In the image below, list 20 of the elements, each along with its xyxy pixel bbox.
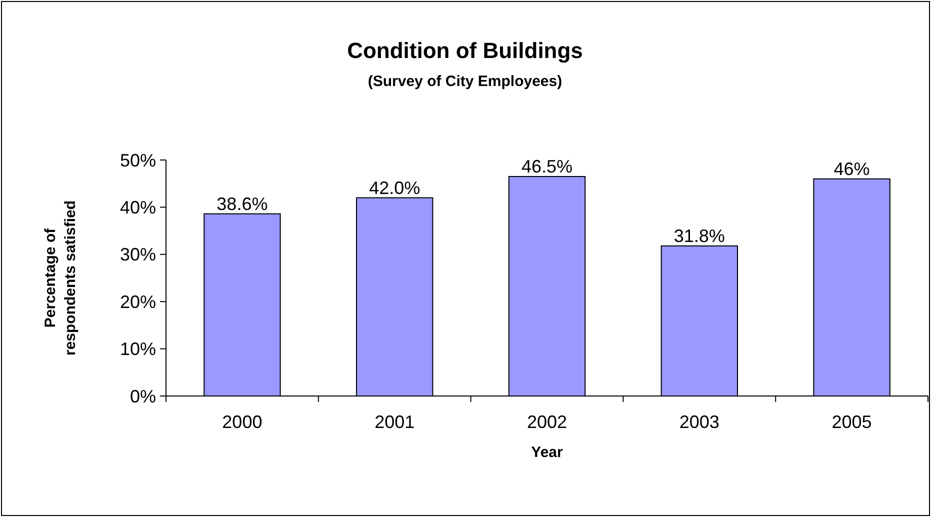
y-tick-label: 30% xyxy=(120,244,156,265)
y-tick-label: 0% xyxy=(130,386,156,406)
x-tick-label: 2000 xyxy=(222,412,262,432)
y-tick-label: 40% xyxy=(120,198,156,218)
y-axis-title: Percentage of respondents satisfied xyxy=(42,200,79,356)
x-tick-label: 2005 xyxy=(832,412,872,432)
y-tick-label: 50% xyxy=(120,150,156,170)
data-label: 38.6% xyxy=(216,194,268,214)
x-axis-title: Year xyxy=(531,444,564,461)
data-label: 31.8% xyxy=(674,226,725,246)
data-label: 46.5% xyxy=(521,156,573,177)
x-tick-label: 2003 xyxy=(679,412,720,432)
data-label: 46% xyxy=(834,158,870,179)
x-tick-label: 2001 xyxy=(374,412,415,432)
y-tick-label: 10% xyxy=(120,339,156,360)
y-tick-label: 20% xyxy=(120,292,156,312)
x-tick-label: 2002 xyxy=(526,412,568,432)
data-label: 42.0% xyxy=(369,178,420,198)
chart-subtitle: (Survey of City Employees) xyxy=(368,73,562,90)
chart-title: Condition of Buildings xyxy=(347,38,583,63)
